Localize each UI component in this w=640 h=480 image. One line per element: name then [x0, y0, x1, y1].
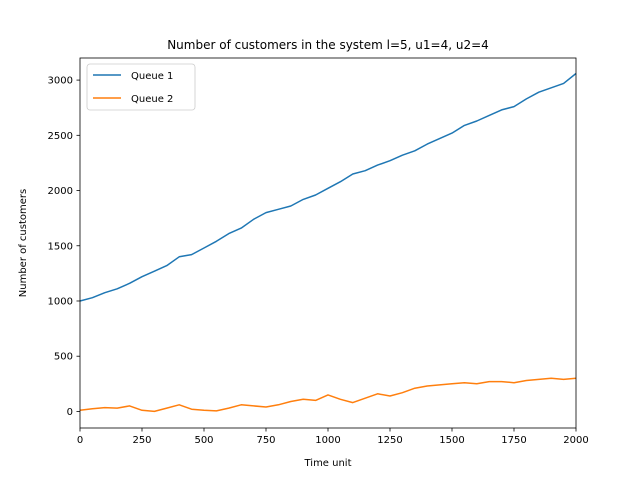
y-tick-label: 500	[54, 352, 73, 363]
x-tick-label: 1250	[377, 435, 402, 446]
legend-label-queue-1: Queue 1	[131, 71, 173, 82]
y-axis-label: Number of customers	[18, 189, 29, 297]
plot-area	[79, 57, 577, 429]
series-line-queue-2	[79, 377, 577, 413]
y-tick-label: 3000	[48, 76, 73, 87]
legend: Queue 1 Queue 2	[86, 63, 196, 111]
x-tick-label: 2000	[563, 435, 588, 446]
y-tick-label: 1000	[48, 296, 73, 307]
x-tick-label: 250	[132, 435, 151, 446]
y-tick-label: 1500	[48, 241, 73, 252]
chart-title: Number of customers in the system l=5, u…	[167, 38, 489, 52]
x-tick-label: 750	[256, 435, 275, 446]
series-layer	[79, 72, 577, 413]
x-axis-ticks: 0 250 500 750 1000 1250 1500 1750 2000	[77, 428, 589, 446]
plot-background	[80, 58, 576, 428]
x-tick-label: 1500	[439, 435, 464, 446]
series-line-queue-1	[79, 72, 577, 302]
y-tick-label: 2000	[48, 186, 73, 197]
x-axis-label: Time unit	[303, 458, 351, 469]
y-tick-label: 2500	[48, 131, 73, 142]
x-tick-label: 500	[194, 435, 213, 446]
x-tick-label: 0	[77, 435, 83, 446]
x-tick-label: 1750	[501, 435, 526, 446]
y-tick-label: 0	[67, 407, 73, 418]
x-tick-label: 1000	[315, 435, 340, 446]
legend-label-queue-2: Queue 2	[131, 94, 173, 105]
y-axis-ticks: 0 500 1000 1500 2000 2500 3000	[48, 76, 80, 418]
